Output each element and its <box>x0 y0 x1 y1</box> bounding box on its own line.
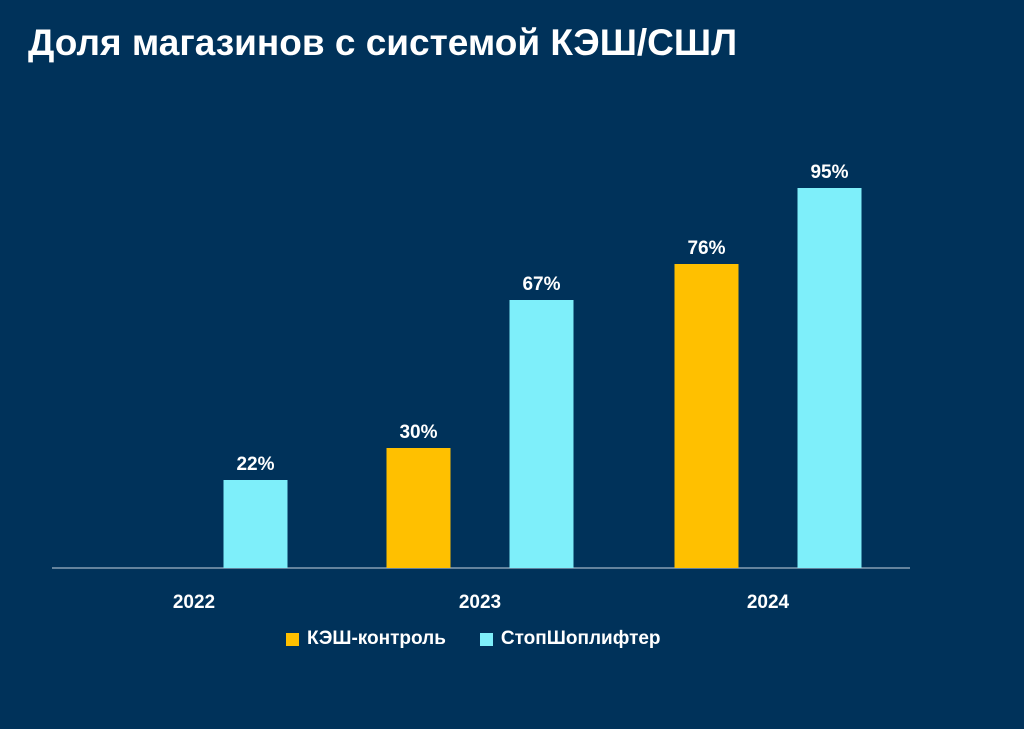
legend-label-kesh: КЭШ-контроль <box>307 628 446 649</box>
bar-stopshop-2024 <box>797 188 862 568</box>
x-tick-label-2022: 2022 <box>173 592 215 613</box>
legend-swatch-kesh <box>286 632 299 646</box>
x-tick-label-2024: 2024 <box>747 592 790 613</box>
bar-stopshop-2022 <box>223 480 288 568</box>
legend: КЭШ-контроль СтопШоплифтер <box>286 628 661 650</box>
data-label-stopshop-2024: 95% <box>810 162 848 183</box>
legend-swatch-stopshop <box>479 632 493 646</box>
data-label-stopshop-2022: 22% <box>236 454 274 475</box>
data-label-stopshop-2023: 67% <box>522 274 560 295</box>
legend-label-stopshop: СтопШоплифтер <box>500 628 661 649</box>
x-tick-label-2023: 2023 <box>459 592 501 613</box>
legend-item-stopshop: СтопШоплифтер <box>479 628 661 650</box>
bar-kesh-2023 <box>386 448 451 568</box>
legend-item-kesh: КЭШ-контроль <box>286 628 446 650</box>
data-label-kesh-2023: 30% <box>399 422 437 443</box>
data-label-kesh-2024: 76% <box>687 238 725 259</box>
bar-stopshop-2023 <box>509 300 574 568</box>
bar-kesh-2024 <box>674 264 739 568</box>
chart-title: Доля магазинов с системой КЭШ/СШЛ <box>28 22 738 63</box>
